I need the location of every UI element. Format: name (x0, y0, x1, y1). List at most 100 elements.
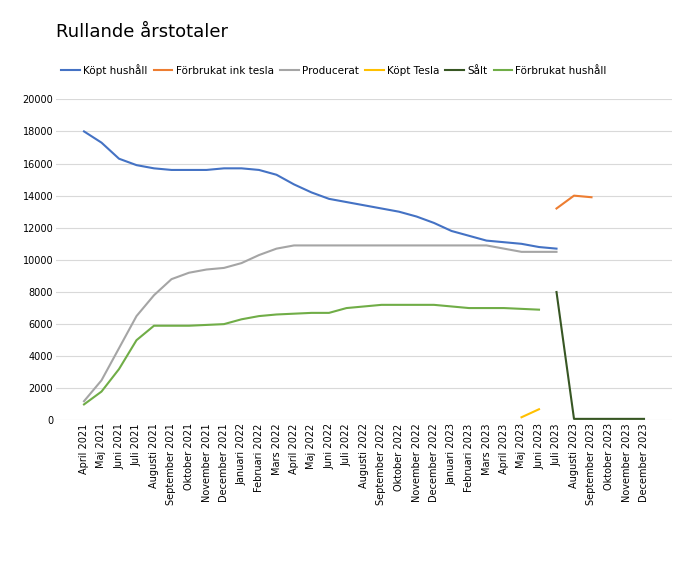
Förbrukat hushåll (377, 301, 386, 308)
Line: Köpt hushåll: Köpt hushåll (84, 131, 556, 249)
Producerat (377, 242, 386, 249)
Köpt hushåll (412, 213, 421, 220)
Text: Rullande årstotaler: Rullande årstotaler (56, 23, 228, 41)
Producerat (80, 398, 88, 405)
Köpt hushåll (255, 166, 263, 173)
Köpt hushåll (220, 165, 228, 172)
Producerat (185, 269, 193, 276)
Förbrukat hushåll (150, 322, 158, 329)
Förbrukat hushåll (220, 321, 228, 328)
Förbrukat hushåll (167, 322, 176, 329)
Sålt (622, 415, 631, 422)
Förbrukat hushåll (290, 310, 298, 317)
Producerat (535, 248, 543, 255)
Köpt hushåll (132, 162, 141, 169)
Sålt (605, 415, 613, 422)
Köpt hushåll (167, 166, 176, 173)
Sålt (587, 415, 596, 422)
Producerat (167, 276, 176, 283)
Förbrukat hushåll (97, 388, 106, 395)
Förbrukat ink tesla (587, 194, 596, 201)
Förbrukat hushåll (325, 310, 333, 317)
Producerat (552, 248, 561, 255)
Köpt hushåll (430, 220, 438, 227)
Förbrukat hushåll (115, 366, 123, 373)
Line: Förbrukat ink tesla: Förbrukat ink tesla (556, 196, 592, 208)
Producerat (342, 242, 351, 249)
Producerat (132, 312, 141, 319)
Producerat (220, 265, 228, 272)
Förbrukat hushåll (80, 401, 88, 408)
Sålt (552, 288, 561, 296)
Förbrukat hushåll (237, 316, 246, 323)
Köpt hushåll (185, 166, 193, 173)
Förbrukat hushåll (360, 303, 368, 310)
Förbrukat hushåll (447, 303, 456, 310)
Köpt hushåll (80, 128, 88, 135)
Producerat (307, 242, 316, 249)
Köpt hushåll (325, 195, 333, 203)
Line: Köpt Tesla: Köpt Tesla (522, 409, 539, 417)
Line: Sålt: Sålt (556, 292, 644, 419)
Line: Förbrukat hushåll: Förbrukat hushåll (84, 305, 539, 404)
Förbrukat hushåll (482, 304, 491, 311)
Producerat (395, 242, 403, 249)
Köpt hushåll (482, 237, 491, 244)
Köpt hushåll (150, 165, 158, 172)
Köpt hushåll (465, 232, 473, 239)
Producerat (412, 242, 421, 249)
Producerat (482, 242, 491, 249)
Förbrukat ink tesla (552, 205, 561, 212)
Köpt hushåll (535, 244, 543, 251)
Producerat (237, 259, 246, 266)
Förbrukat hushåll (132, 336, 141, 343)
Köpt hushåll (307, 189, 316, 196)
Förbrukat hushåll (342, 304, 351, 311)
Köpt hushåll (447, 227, 456, 234)
Legend: Köpt hushåll, Förbrukat ink tesla, Producerat, Köpt Tesla, Sålt, Förbrukat hushå: Köpt hushåll, Förbrukat ink tesla, Produ… (61, 64, 607, 75)
Producerat (465, 242, 473, 249)
Förbrukat hushåll (307, 310, 316, 317)
Köpt hushåll (272, 171, 281, 178)
Förbrukat hushåll (185, 322, 193, 329)
Producerat (430, 242, 438, 249)
Köpt hushåll (115, 155, 123, 162)
Köpt hushåll (360, 201, 368, 208)
Köpt hushåll (97, 139, 106, 146)
Köpt hushåll (377, 205, 386, 212)
Producerat (447, 242, 456, 249)
Sålt (640, 415, 648, 422)
Köpt hushåll (202, 166, 211, 173)
Köpt hushåll (500, 239, 508, 246)
Producerat (500, 245, 508, 252)
Köpt hushåll (237, 165, 246, 172)
Producerat (255, 252, 263, 259)
Producerat (272, 245, 281, 252)
Förbrukat hushåll (255, 312, 263, 319)
Producerat (517, 248, 526, 255)
Producerat (202, 266, 211, 273)
Producerat (115, 345, 123, 352)
Köpt Tesla (535, 406, 543, 413)
Köpt hushåll (552, 245, 561, 252)
Producerat (97, 377, 106, 384)
Producerat (150, 292, 158, 299)
Förbrukat hushåll (517, 305, 526, 312)
Sålt (570, 415, 578, 422)
Producerat (290, 242, 298, 249)
Förbrukat hushåll (430, 301, 438, 308)
Förbrukat hushåll (202, 321, 211, 328)
Line: Producerat: Producerat (84, 245, 556, 401)
Förbrukat hushåll (465, 304, 473, 311)
Förbrukat hushåll (500, 304, 508, 311)
Producerat (360, 242, 368, 249)
Köpt Tesla (517, 413, 526, 420)
Förbrukat hushåll (272, 311, 281, 318)
Producerat (325, 242, 333, 249)
Köpt hushåll (395, 208, 403, 215)
Förbrukat hushåll (395, 301, 403, 308)
Förbrukat hushåll (412, 301, 421, 308)
Köpt hushåll (290, 181, 298, 188)
Köpt hushåll (342, 199, 351, 206)
Förbrukat hushåll (535, 306, 543, 313)
